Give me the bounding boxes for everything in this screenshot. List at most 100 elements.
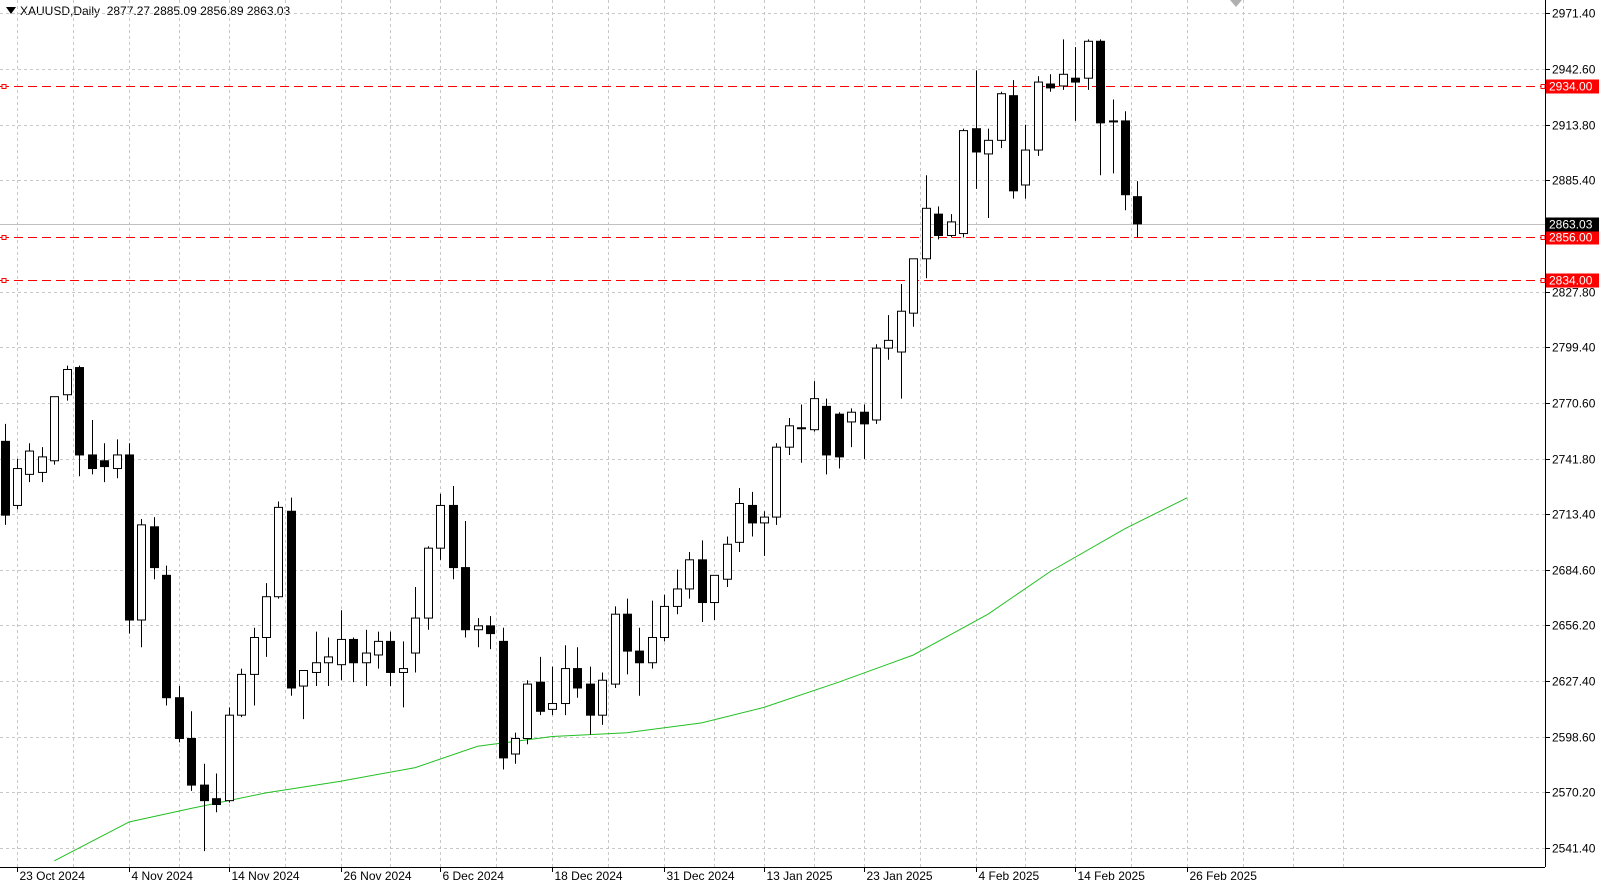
- candle: [872, 344, 881, 424]
- candle-body-bear: [635, 650, 644, 664]
- candle: [648, 600, 657, 669]
- candle: [312, 631, 321, 687]
- x-tick-label: 14 Feb 2025: [1078, 869, 1146, 882]
- moving-average: [54, 497, 1188, 862]
- candle: [175, 686, 184, 743]
- dropdown-triangle-icon[interactable]: [6, 7, 16, 15]
- y-tick-label: 2656.20: [1552, 619, 1596, 633]
- candle: [1133, 181, 1142, 238]
- candle: [274, 501, 283, 599]
- candle: [760, 511, 769, 556]
- candle: [997, 91, 1006, 149]
- candle-body-bear: [287, 510, 296, 689]
- y-tick-label: 2541.40: [1552, 842, 1596, 856]
- candle-body-bull: [1059, 73, 1068, 87]
- y-tick-label: 2713.40: [1552, 508, 1596, 522]
- candle: [660, 594, 669, 642]
- candle: [1, 423, 10, 525]
- candle-body-bull: [947, 221, 956, 236]
- candle: [947, 214, 956, 238]
- candle: [1034, 76, 1043, 156]
- candle-body-bull: [63, 368, 72, 396]
- candle-body-bull: [113, 454, 122, 470]
- candle-body-bear: [486, 625, 495, 635]
- candle: [523, 680, 532, 745]
- candle-body-bull: [13, 468, 22, 506]
- candle: [561, 645, 570, 716]
- y-tick-label: 2913.80: [1552, 119, 1596, 133]
- level-anchor-handle[interactable]: [1540, 235, 1546, 240]
- candle-body-bull: [337, 638, 346, 666]
- candle: [1109, 99, 1118, 174]
- candle-body-bull: [997, 93, 1006, 141]
- candle: [822, 398, 831, 475]
- candle-body-bear: [1133, 196, 1142, 225]
- x-tick-label: 14 Nov 2024: [232, 869, 300, 882]
- y-tick-label: 2770.60: [1552, 397, 1596, 411]
- candle-body-bear: [934, 213, 943, 236]
- candle: [810, 381, 819, 432]
- candle: [548, 666, 557, 716]
- candle-body-bear: [586, 683, 595, 716]
- candle-body-bear: [125, 454, 134, 621]
- candle-body-bull: [872, 347, 881, 421]
- candle-body-bear: [187, 737, 196, 786]
- candle-body-bear: [698, 559, 707, 604]
- candle-body-bear: [100, 460, 109, 468]
- candle-body-bull: [897, 310, 906, 353]
- candle: [1084, 39, 1093, 90]
- y-tick-label: 2799.40: [1552, 341, 1596, 355]
- x-tick-label: 23 Oct 2024: [20, 869, 86, 882]
- candle: [723, 536, 732, 588]
- horizontal-levels[interactable]: [0, 84, 1546, 283]
- candle-body-bear: [461, 567, 470, 631]
- candle-body-bull: [884, 339, 893, 349]
- level-anchor-handle[interactable]: [1540, 84, 1546, 89]
- level-price-label: 2834.00: [1549, 274, 1593, 288]
- candle-body-bear: [162, 574, 171, 699]
- candle-body-bull: [237, 673, 246, 716]
- x-tick-label: 13 Jan 2025: [767, 869, 833, 882]
- x-tick-label: 6 Dec 2024: [443, 869, 505, 882]
- candle-body-bear: [623, 613, 632, 652]
- candle: [262, 583, 271, 657]
- level-anchor-handle[interactable]: [1, 235, 7, 240]
- candle-body-bear: [1009, 95, 1018, 192]
- candle-body-bear: [499, 640, 508, 759]
- candle-body-bull: [137, 524, 146, 621]
- candles: [1, 39, 1142, 852]
- candle: [474, 618, 483, 648]
- candle: [959, 128, 968, 238]
- level-anchor-handle[interactable]: [1, 278, 7, 283]
- candle: [299, 670, 308, 720]
- candle-body-bear: [835, 413, 844, 458]
- candle: [324, 637, 333, 687]
- candle: [100, 443, 109, 483]
- candle: [225, 707, 234, 803]
- candle: [623, 598, 632, 675]
- candle-body-bull: [611, 613, 620, 685]
- candle-body-bull: [25, 450, 34, 475]
- x-tick-label: 23 Jan 2025: [867, 869, 933, 882]
- y-tick-label: 2598.60: [1552, 731, 1596, 745]
- chart-shift-marker-icon[interactable]: [1230, 0, 1242, 7]
- candle: [88, 419, 97, 475]
- level-anchor-handle[interactable]: [1540, 278, 1546, 283]
- candle-body-bull: [324, 656, 333, 664]
- candle: [187, 711, 196, 791]
- moving-average-line: [54, 497, 1188, 862]
- candle-body-bull: [909, 258, 918, 314]
- candle: [611, 606, 620, 688]
- y-tick-label: 2971.40: [1552, 7, 1596, 21]
- candle-body-bull: [735, 502, 744, 543]
- candle: [1009, 80, 1018, 199]
- candle: [424, 546, 433, 630]
- x-tick-label: 18 Dec 2024: [555, 869, 623, 882]
- candle-body-bull: [50, 396, 59, 462]
- candle: [137, 519, 146, 648]
- candle-body-bear: [449, 504, 458, 569]
- candle: [847, 408, 856, 448]
- candle: [411, 587, 420, 673]
- level-anchor-handle[interactable]: [1, 84, 7, 89]
